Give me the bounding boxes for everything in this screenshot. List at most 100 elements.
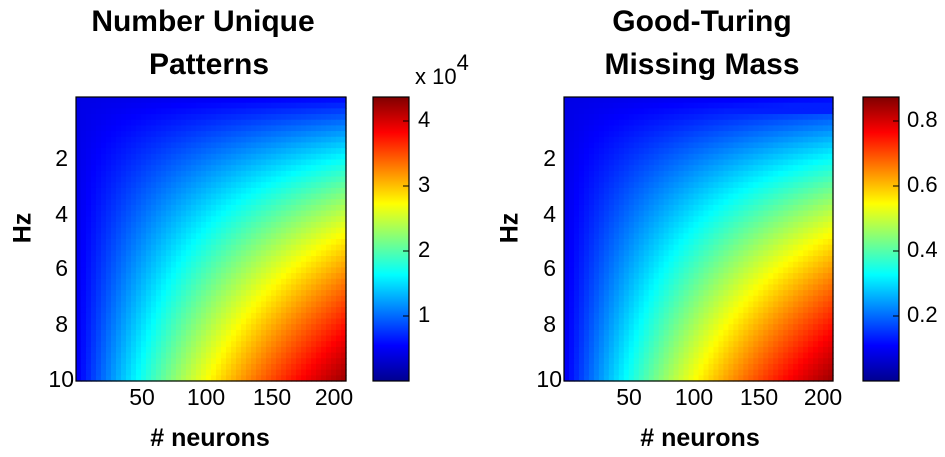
heatmap-cell	[583, 273, 590, 280]
heatmap-cell	[758, 278, 764, 286]
heatmap-cell	[341, 210, 347, 217]
heatmap-cell	[803, 210, 809, 217]
heatmap-cell	[256, 318, 262, 325]
heatmap-cell	[733, 239, 739, 246]
heatmap-cell	[111, 204, 117, 212]
heatmap-cell	[753, 267, 759, 274]
heatmap-cell	[763, 278, 769, 286]
heatmap-cell	[698, 227, 705, 234]
heatmap-cell	[246, 148, 252, 155]
heatmap-cell	[306, 278, 312, 286]
heatmap-cell	[693, 108, 700, 115]
heatmap-cell	[828, 114, 834, 121]
heatmap-cell	[116, 176, 122, 183]
heatmap-cell	[683, 119, 690, 126]
heatmap-cell	[221, 204, 227, 212]
heatmap-cell	[206, 239, 212, 246]
heatmap-cell	[191, 97, 197, 104]
heatmap-cell	[91, 176, 97, 183]
heatmap-cell	[633, 193, 640, 200]
heatmap-cell	[306, 358, 312, 365]
heatmap-cell	[738, 273, 744, 280]
heatmap-cell	[658, 102, 665, 109]
heatmap-cell	[191, 295, 197, 303]
heatmap-cell	[81, 176, 87, 183]
heatmap-cell	[673, 216, 680, 223]
heatmap-cell	[668, 278, 675, 286]
heatmap-cell	[808, 159, 814, 166]
heatmap-cell	[628, 221, 635, 229]
heatmap-cell	[623, 239, 630, 246]
heatmap-cell	[231, 284, 237, 291]
heatmap-cell	[251, 352, 257, 359]
heatmap-cell	[76, 363, 82, 371]
heatmap-cell	[593, 324, 600, 331]
heatmap-cell	[683, 97, 690, 104]
heatmap-cell	[146, 221, 152, 229]
heatmap-cell	[81, 301, 87, 308]
heatmap-cell	[86, 329, 92, 337]
heatmap-cells	[76, 97, 347, 382]
heatmap-cell	[186, 221, 192, 229]
heatmap-cell	[131, 165, 137, 172]
heatmap-cell	[763, 273, 769, 280]
heatmap-cell	[96, 187, 102, 195]
heatmap-cell	[266, 301, 272, 308]
heatmap-cell	[568, 176, 575, 183]
heatmap-cell	[578, 187, 585, 195]
heatmap-cell	[733, 193, 739, 200]
heatmap-cell	[316, 352, 322, 359]
heatmap-cell	[106, 153, 112, 161]
heatmap-cell	[723, 256, 729, 263]
heatmap-cell	[186, 273, 192, 280]
heatmap-cell	[336, 341, 342, 348]
heatmap-cell	[161, 204, 167, 212]
heatmap-cell	[773, 250, 779, 257]
heatmap-cell	[663, 187, 670, 195]
heatmap-cell	[141, 102, 147, 109]
heatmap-cell	[241, 119, 247, 126]
heatmap-cell	[76, 142, 82, 149]
heatmap-cell	[106, 119, 112, 126]
heatmap-cell	[181, 295, 187, 303]
heatmap-cell	[171, 318, 177, 325]
heatmap-cell	[808, 176, 814, 183]
heatmap-cell	[341, 233, 347, 240]
heatmap-cell	[723, 221, 729, 229]
heatmap-cell	[638, 221, 645, 229]
heatmap-cell	[578, 119, 585, 126]
heatmap-cell	[648, 324, 655, 331]
heatmap-cell	[91, 159, 97, 166]
heatmap-cell	[603, 318, 610, 325]
heatmap-cell	[703, 136, 710, 144]
heatmap-cell	[91, 324, 97, 331]
heatmap-cell	[266, 312, 272, 320]
heatmap-cell	[578, 261, 585, 268]
heatmap-cell	[728, 233, 734, 240]
heatmap-cell	[111, 159, 117, 166]
heatmap-cell	[226, 108, 232, 115]
heatmap-cell	[111, 199, 117, 206]
heatmap-cell	[808, 239, 814, 246]
heatmap-cell	[121, 346, 127, 354]
heatmap-cell	[136, 335, 142, 342]
heatmap-cell	[241, 170, 247, 178]
heatmap-cell	[648, 193, 655, 200]
heatmap-cell	[341, 199, 347, 206]
heatmap-cell	[76, 210, 82, 217]
heatmap-cell	[141, 216, 147, 223]
heatmap-cell	[613, 295, 620, 303]
heatmap-cell	[241, 216, 247, 223]
heatmap-cell	[713, 318, 720, 325]
heatmap-cell	[216, 301, 222, 308]
heatmap-cell	[683, 312, 690, 320]
heatmap-cell	[106, 256, 112, 263]
heatmap-cell	[588, 165, 595, 172]
heatmap-cell	[286, 290, 292, 297]
heatmap-cell	[573, 284, 580, 291]
heatmap-cell	[301, 363, 307, 371]
heatmap-cell	[753, 233, 759, 240]
heatmap-cell	[698, 125, 705, 132]
heatmap-cell	[803, 165, 809, 172]
heatmap-cell	[276, 204, 282, 212]
